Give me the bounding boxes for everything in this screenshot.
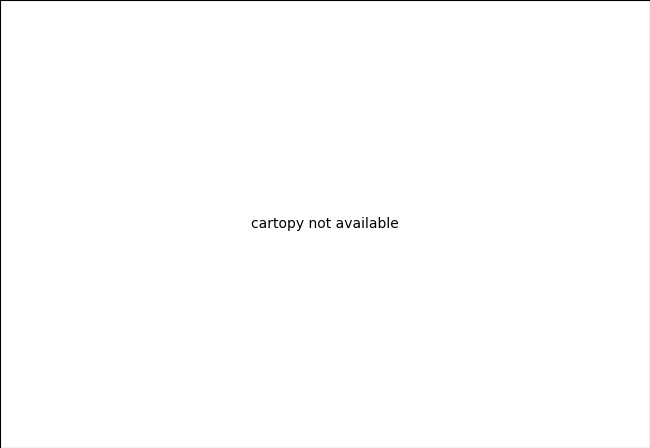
Text: cartopy not available: cartopy not available (251, 217, 399, 231)
